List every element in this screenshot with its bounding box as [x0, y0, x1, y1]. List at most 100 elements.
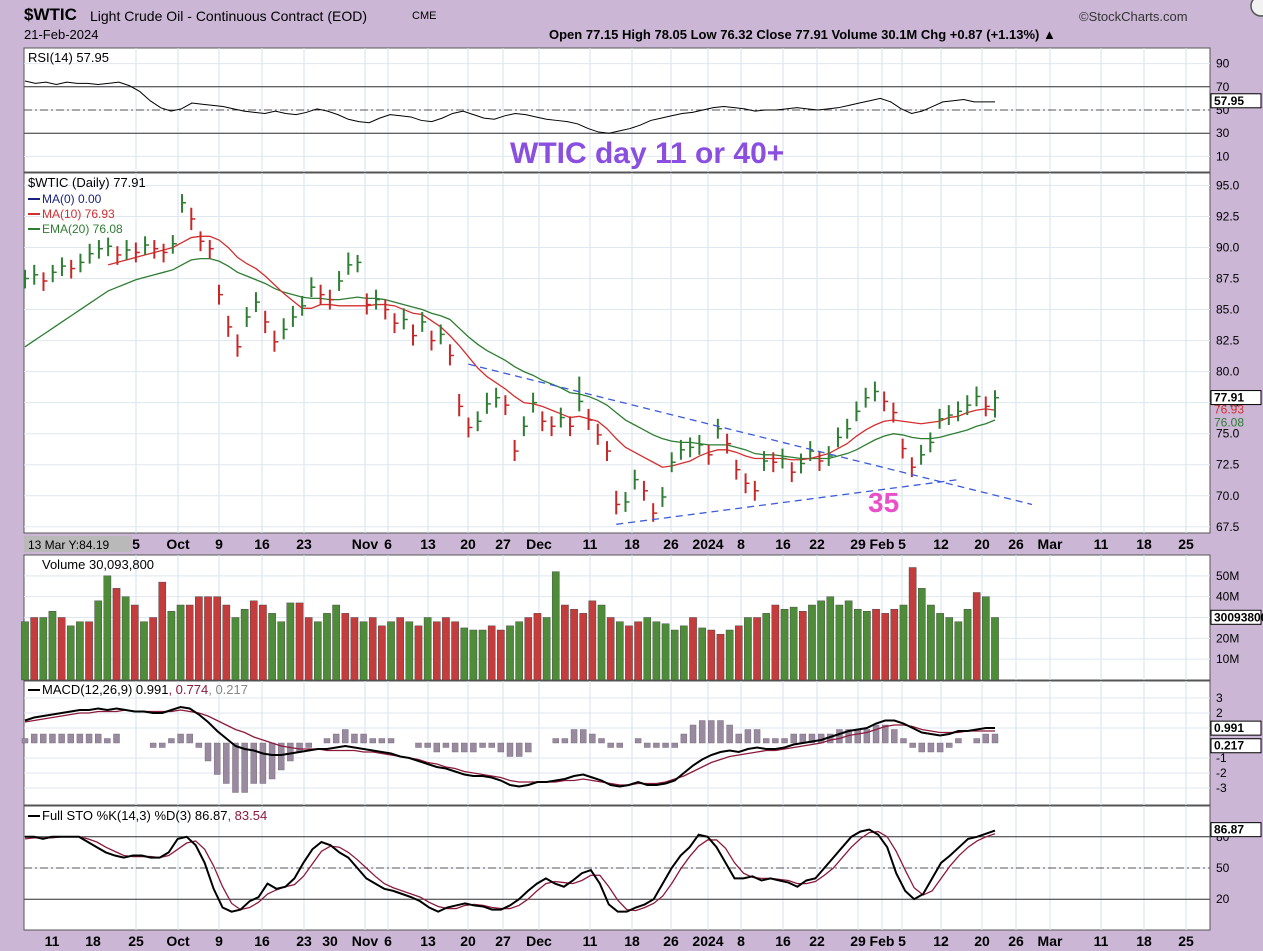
macd-histogram-bar: [918, 742, 925, 753]
volume-bar: [149, 617, 157, 681]
price-y-tick-90: 90.0: [1216, 240, 1240, 254]
x-tick-label: 26: [663, 536, 679, 552]
bottom-x-tick-label: 2024: [692, 933, 723, 949]
volume-bar: [817, 600, 825, 681]
rsi-last-value: 57.95: [1214, 94, 1244, 108]
macd-histogram-bar: [570, 729, 578, 744]
volume-bar: [954, 621, 963, 681]
volume-bar: [762, 613, 771, 681]
volume-y-tick: 50M: [1216, 569, 1239, 583]
macd-histogram-bar: [488, 742, 495, 748]
cycle-count-label: 35: [868, 487, 899, 518]
volume-bar: [625, 625, 633, 681]
volume-y-tick: 40M: [1216, 590, 1239, 604]
volume-bar: [680, 625, 688, 681]
sto-k-line: [25, 828, 996, 913]
macd-histogram-bar: [781, 738, 788, 744]
bottom-x-tick-label: 29: [850, 933, 866, 949]
volume-bar: [734, 625, 743, 681]
volume-bar: [991, 617, 999, 681]
bottom-x-tick-label: 12: [933, 933, 949, 949]
macd-histogram-bar: [49, 733, 56, 744]
macd-histogram-bar: [433, 742, 440, 753]
sto-last-value: 86.87: [1214, 823, 1244, 837]
macd-histogram-bar: [644, 742, 651, 748]
macd-histogram-bar: [351, 733, 358, 744]
bottom-x-tick-label: 18: [1136, 933, 1152, 949]
price-y-tick-67.5: 67.5: [1216, 520, 1240, 534]
legend-entry-0: MA(0) 0.00: [42, 192, 102, 206]
x-tick-label: 22: [809, 536, 825, 552]
macd-histogram-bar: [772, 738, 779, 744]
volume-bar: [442, 617, 450, 681]
volume-bar: [460, 627, 469, 681]
bottom-x-tick-label: Nov: [352, 933, 379, 949]
macd-histogram-bar: [653, 742, 660, 748]
volume-bar: [277, 621, 286, 681]
macd-title: MACD(12,26,9) 0.991, 0.774, 0.217: [42, 682, 248, 697]
macd-histogram-bar: [982, 733, 990, 744]
macd-histogram-bar: [332, 733, 340, 744]
volume-bar: [259, 604, 267, 681]
brand-logo[interactable]: ©StockCharts.com: [1079, 9, 1188, 24]
volume-bar: [890, 608, 899, 681]
volume-bar: [881, 613, 889, 681]
volume-bar: [597, 604, 606, 681]
volume-bar: [652, 621, 661, 681]
rsi-y-tick-10: 10: [1216, 149, 1230, 163]
macd-histogram-bar: [735, 733, 742, 744]
cursor-readout: 13 Mar Y:84.19: [28, 538, 109, 552]
chart-symbol[interactable]: $WTIC: [24, 5, 77, 24]
rsi-y-tick-90: 90: [1216, 57, 1230, 71]
volume-bar: [835, 604, 844, 681]
price-y-tick-75: 75.0: [1216, 427, 1240, 441]
macd-histogram-bar: [717, 720, 724, 744]
volume-bar: [478, 629, 487, 681]
ema20-line: [24, 258, 996, 460]
x-tick-label: 20: [974, 536, 990, 552]
bottom-x-tick-label: 8: [737, 933, 745, 949]
ohlc-summary: Open 77.15 High 78.05 Low 76.32 Close 77…: [549, 27, 1056, 42]
macd-histogram-bar: [909, 742, 916, 748]
volume-bar: [789, 606, 798, 681]
price-title: $WTIC (Daily) 77.91: [28, 175, 146, 190]
macd-histogram-bar: [891, 729, 898, 744]
macd-histogram-bar: [186, 733, 193, 744]
macd-histogram-bar: [369, 738, 376, 744]
x-tick-label: Mar: [1038, 536, 1063, 552]
price-last-value: 77.91: [1214, 391, 1244, 405]
rsi-title: RSI(14) 57.95: [28, 50, 109, 65]
volume-bar: [341, 613, 350, 681]
x-tick-label: 18: [1136, 536, 1152, 552]
bottom-x-tick-label: Feb: [870, 933, 895, 949]
macd-histogram-bar: [67, 733, 74, 744]
macd-hist-last-value-box: [1210, 738, 1262, 754]
macd-histogram-bar: [177, 733, 184, 744]
macd-histogram-bar: [671, 742, 678, 748]
volume-bar: [771, 604, 780, 681]
rsi-last-value-box: [1210, 93, 1262, 109]
x-tick-label: 11: [1094, 536, 1109, 552]
settings-gear-icon[interactable]: [1239, 0, 1263, 22]
bottom-x-tick-label: Mar: [1038, 933, 1063, 949]
volume-last-value: 30093800: [1214, 610, 1263, 624]
volume-bar: [689, 617, 697, 681]
x-tick-label: Oct: [166, 536, 190, 552]
macd-histogram-bar: [744, 729, 752, 744]
volume-bar: [515, 621, 523, 681]
volume-bar: [112, 588, 121, 681]
bottom-x-tick-label: 26: [1008, 933, 1024, 949]
macd-histogram-bar: [21, 738, 29, 744]
x-tick-label: Nov: [352, 536, 379, 552]
rsi-y-tick-70: 70: [1216, 80, 1230, 94]
macd-histogram-bar: [213, 742, 221, 775]
x-tick-label: 23: [296, 536, 312, 552]
macd-histogram-bar: [955, 738, 962, 744]
bottom-x-tick-label: 11: [1094, 933, 1109, 949]
macd-last-value: 0.991: [1214, 721, 1244, 735]
volume-bar: [405, 621, 414, 681]
panel-background: [23, 172, 1211, 534]
volume-bar: [506, 625, 514, 681]
macd-histogram-bar: [936, 742, 944, 753]
macd-histogram-bar: [506, 742, 514, 757]
